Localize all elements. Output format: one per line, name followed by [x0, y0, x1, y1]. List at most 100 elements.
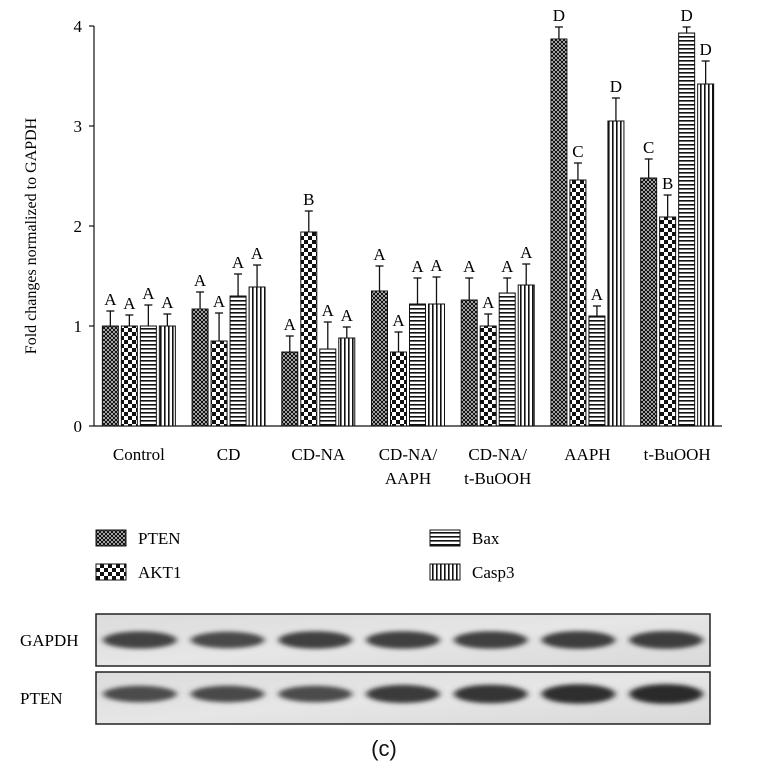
- significance-label: A: [591, 285, 604, 304]
- significance-label: A: [213, 292, 226, 311]
- significance-label: A: [463, 257, 476, 276]
- y-tick-label: 0: [74, 417, 83, 436]
- bar: [120, 325, 138, 427]
- bar: [517, 284, 535, 427]
- significance-label: A: [392, 311, 405, 330]
- x-tick-label-line: CD: [217, 445, 241, 464]
- significance-label: A: [322, 301, 335, 320]
- blot-row-label: GAPDH: [20, 631, 79, 650]
- blot-band: [629, 684, 704, 704]
- bar: [409, 303, 426, 427]
- significance-label: A: [284, 315, 297, 334]
- blot-band: [541, 684, 616, 704]
- x-tick-label-line: t-BuOOH: [464, 469, 531, 488]
- x-tick-label-line: CD-NA: [291, 445, 346, 464]
- legend-label: PTEN: [138, 529, 181, 548]
- bar: [697, 83, 715, 427]
- chart-legend: PTEN AKT1 Bax Casp3: [95, 529, 515, 582]
- significance-label: D: [610, 77, 622, 96]
- bar: [319, 348, 337, 427]
- bar: [659, 216, 677, 427]
- blot-band: [190, 631, 265, 649]
- significance-label: A: [373, 245, 386, 264]
- blot-band: [453, 631, 528, 649]
- significance-label: B: [303, 190, 314, 209]
- significance-label: D: [700, 40, 712, 59]
- x-tick-label: CD-NA/AAPH: [379, 445, 438, 488]
- bar: [338, 337, 356, 427]
- x-tick-label: CD: [217, 445, 241, 464]
- bar: [607, 120, 625, 427]
- significance-label: A: [251, 244, 264, 263]
- bar: [390, 351, 407, 427]
- y-axis-title: Fold changes normalized to GAPDH: [23, 117, 40, 354]
- x-tick-label: CD-NA: [291, 445, 346, 464]
- blot-band: [103, 685, 177, 703]
- legend-label: Bax: [472, 529, 500, 548]
- x-tick-label: CD-NA/t-BuOOH: [464, 445, 531, 488]
- blot-band: [278, 685, 353, 703]
- legend-swatch: [429, 529, 461, 547]
- bar: [678, 32, 696, 427]
- significance-label: C: [643, 138, 654, 157]
- blot-band: [103, 631, 177, 649]
- significance-label: A: [161, 293, 174, 312]
- bar: [428, 303, 445, 427]
- bar: [229, 295, 247, 427]
- chart-bars: [101, 26, 715, 427]
- x-tick-label-line: AAPH: [564, 445, 610, 464]
- legend-label: Casp3: [472, 563, 515, 582]
- x-tick-label: AAPH: [564, 445, 610, 464]
- significance-label: A: [104, 290, 117, 309]
- x-tick-label-line: Control: [113, 445, 165, 464]
- bar: [460, 299, 478, 427]
- bar: [300, 231, 318, 427]
- legend-swatch: [429, 563, 461, 581]
- bar: [191, 308, 209, 427]
- x-tick-label-line: AAPH: [385, 469, 431, 488]
- bar: [569, 179, 587, 427]
- blot-band: [366, 684, 440, 704]
- significance-label: A: [232, 253, 245, 272]
- blot-row-label: PTEN: [20, 689, 63, 708]
- blot-band: [541, 631, 616, 649]
- significance-label: A: [341, 306, 354, 325]
- panel-label: (c): [371, 736, 397, 761]
- significance-label: A: [430, 256, 443, 275]
- bar: [210, 340, 228, 427]
- bar: [158, 325, 176, 427]
- significance-label: A: [194, 271, 207, 290]
- bar: [550, 38, 568, 427]
- bar: [588, 315, 606, 427]
- bar: [248, 286, 266, 427]
- legend-swatch: [95, 563, 127, 581]
- legend-swatch: [95, 529, 127, 547]
- x-tick-label-line: CD-NA/: [468, 445, 527, 464]
- blot-band: [278, 631, 353, 649]
- blot-band: [629, 631, 704, 649]
- x-tick-label: Control: [113, 445, 165, 464]
- bar: [371, 290, 388, 427]
- bar: [139, 325, 157, 427]
- chart-axes: 0 1 2 3 4 Fold changes normalized to GAPDH Con…: [23, 17, 722, 488]
- significance-label: D: [553, 6, 565, 25]
- significance-label: B: [662, 174, 673, 193]
- significance-label: A: [482, 293, 495, 312]
- bar: [479, 325, 497, 427]
- significance-label: A: [142, 284, 155, 303]
- y-tick-label: 1: [74, 317, 83, 336]
- significance-label: A: [501, 257, 514, 276]
- significance-label: A: [520, 243, 533, 262]
- significance-label: A: [123, 294, 136, 313]
- bar: [101, 325, 119, 427]
- x-tick-label-line: t-BuOOH: [644, 445, 711, 464]
- x-tick-label-line: CD-NA/: [379, 445, 438, 464]
- bar: [281, 351, 299, 427]
- bar: [498, 292, 516, 427]
- significance-label: C: [572, 142, 583, 161]
- blot-band: [366, 631, 440, 649]
- western-blot: GAPDH PTEN: [20, 613, 711, 725]
- significance-label: D: [681, 6, 693, 25]
